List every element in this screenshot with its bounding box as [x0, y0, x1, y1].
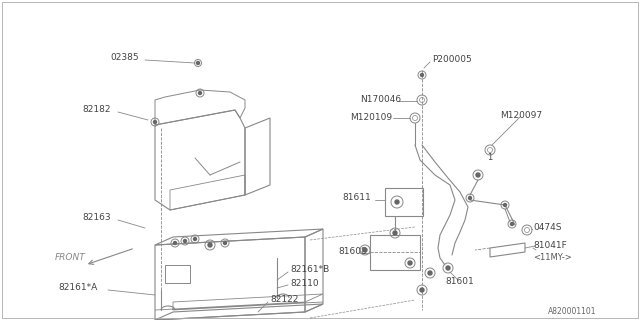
Circle shape — [420, 74, 424, 76]
Circle shape — [173, 242, 177, 244]
Circle shape — [393, 231, 397, 235]
Text: 81608: 81608 — [338, 247, 367, 257]
Text: 0474S: 0474S — [533, 223, 561, 233]
Text: P200005: P200005 — [432, 55, 472, 65]
Circle shape — [476, 173, 480, 177]
Text: 82110: 82110 — [290, 278, 319, 287]
Text: 82161*B: 82161*B — [290, 266, 329, 275]
Circle shape — [184, 239, 186, 243]
Circle shape — [196, 61, 200, 65]
Text: 81601: 81601 — [445, 277, 474, 286]
Text: <11MY->: <11MY-> — [533, 253, 572, 262]
Circle shape — [428, 271, 432, 275]
Text: 82161*A: 82161*A — [58, 284, 97, 292]
Text: 82163: 82163 — [82, 213, 111, 222]
Circle shape — [193, 237, 196, 241]
Circle shape — [468, 196, 472, 199]
Circle shape — [420, 288, 424, 292]
Circle shape — [408, 261, 412, 265]
Circle shape — [446, 266, 450, 270]
Circle shape — [504, 204, 506, 206]
Text: 02385: 02385 — [110, 53, 139, 62]
Circle shape — [511, 222, 513, 226]
Circle shape — [223, 242, 227, 244]
Text: 82122: 82122 — [270, 295, 298, 305]
Text: 82182: 82182 — [82, 106, 111, 115]
Circle shape — [363, 248, 367, 252]
Text: M120097: M120097 — [500, 110, 542, 119]
Bar — [165, 265, 190, 283]
Text: A820001101: A820001101 — [548, 308, 596, 316]
Text: 1: 1 — [488, 154, 493, 163]
Text: M120109: M120109 — [350, 113, 392, 122]
Text: N170046: N170046 — [360, 95, 401, 105]
Text: FRONT: FRONT — [55, 253, 86, 262]
Circle shape — [198, 92, 202, 94]
Text: 81041F: 81041F — [533, 241, 567, 250]
Text: 81611: 81611 — [342, 194, 371, 203]
Circle shape — [395, 200, 399, 204]
Circle shape — [208, 243, 212, 247]
Circle shape — [154, 121, 157, 124]
